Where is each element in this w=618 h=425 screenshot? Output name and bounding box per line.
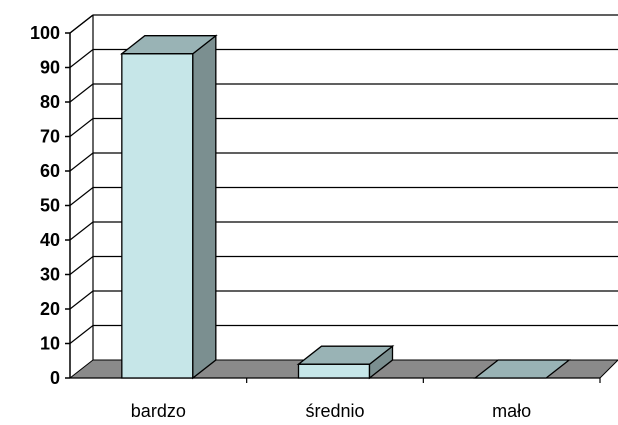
bar-front-face: [121, 53, 194, 379]
bar-front-face: [297, 363, 371, 379]
gridline-side: [69, 256, 94, 275]
x-tick-label: średnio: [305, 401, 364, 421]
gridline-side: [69, 118, 94, 137]
gridline-side: [69, 290, 94, 310]
y-tick-label: 90: [40, 58, 60, 78]
gridline-side: [69, 187, 94, 206]
x-tick-label: bardzo: [131, 401, 186, 421]
gridline-side: [69, 325, 94, 344]
y-tick-label: 50: [40, 196, 60, 216]
bar-top-face: [473, 359, 572, 379]
bar-średnio: [296, 344, 395, 380]
bar-top-face: [119, 35, 218, 55]
bar-bardzo: [119, 34, 218, 380]
y-tick-label: 80: [40, 92, 60, 112]
bar-mało: [473, 359, 572, 379]
y-tick-label: 70: [40, 127, 60, 147]
gridline-side: [69, 221, 94, 241]
x-axis-tick-labels: bardzo średnio mało: [131, 401, 531, 421]
y-tick-label: 40: [40, 230, 60, 250]
y-tick-label: 100: [30, 23, 60, 43]
y-tick-label: 60: [40, 161, 60, 181]
bar-top-face: [296, 345, 395, 365]
x-tick-label: mało: [492, 401, 531, 421]
y-tick-label: 20: [40, 299, 60, 319]
gridline-side: [69, 49, 94, 68]
side-wall-top-edge: [69, 14, 94, 34]
y-tick-label: 30: [40, 265, 60, 285]
gridline-side: [69, 83, 94, 103]
gridline-side: [69, 152, 94, 172]
y-axis-tick-labels: 0 10 20 30 40 50 60 70 80 90 100: [30, 23, 60, 388]
y-tick-label: 10: [40, 334, 60, 354]
bar-side-face: [192, 34, 217, 380]
bars: [119, 34, 572, 380]
y-tick-label: 0: [50, 368, 60, 388]
